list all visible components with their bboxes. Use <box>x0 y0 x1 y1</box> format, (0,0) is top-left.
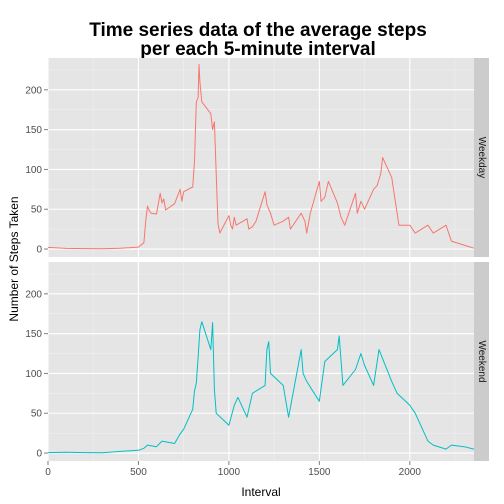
series-line-weekend <box>47 321 475 454</box>
y-tick-label: 200 <box>25 85 42 96</box>
facet-panel-weekend: 0 50 100 150 200 Weekend <box>25 262 489 461</box>
facet-strip <box>474 262 489 461</box>
y-tick-label: 100 <box>25 165 42 176</box>
panel-background <box>48 58 474 257</box>
x-tick-label: 500 <box>130 467 147 478</box>
facet-panel-weekday: 0 50 100 150 200 Weekday <box>25 58 489 257</box>
y-tick-label: 0 <box>36 245 42 256</box>
y-axis-label: Number of Steps Taken <box>7 196 21 321</box>
y-tick-label: 150 <box>25 125 42 136</box>
y-tick-label: 0 <box>36 449 42 460</box>
y-tick-label: 200 <box>25 289 42 300</box>
x-axis: 0 500 1000 1500 2000 <box>45 461 421 478</box>
x-tick-label: 1000 <box>218 467 241 478</box>
x-axis-label: Interval <box>241 485 280 499</box>
x-tick-label: 0 <box>45 467 51 478</box>
chart-title-line-2: per each 5-minute interval <box>140 39 375 60</box>
y-tick-label: 50 <box>31 409 43 420</box>
x-tick-label: 1500 <box>308 467 331 478</box>
y-tick-label: 150 <box>25 329 42 340</box>
facet-strip <box>474 58 489 257</box>
facet-strip-label: Weekend <box>476 340 487 382</box>
y-tick-label: 100 <box>25 369 42 380</box>
chart-title-line-1: Time series data of the average steps <box>89 20 427 41</box>
x-tick-label: 2000 <box>399 467 422 478</box>
y-tick-label: 50 <box>31 205 43 216</box>
facet-panels: 0 50 100 150 200 Weekday 0 50 100 150 200 Weekend 0 5… <box>25 58 489 478</box>
series-line-weekday <box>47 63 475 250</box>
facet-strip-label: Weekday <box>476 137 487 179</box>
panel-background <box>48 262 474 461</box>
